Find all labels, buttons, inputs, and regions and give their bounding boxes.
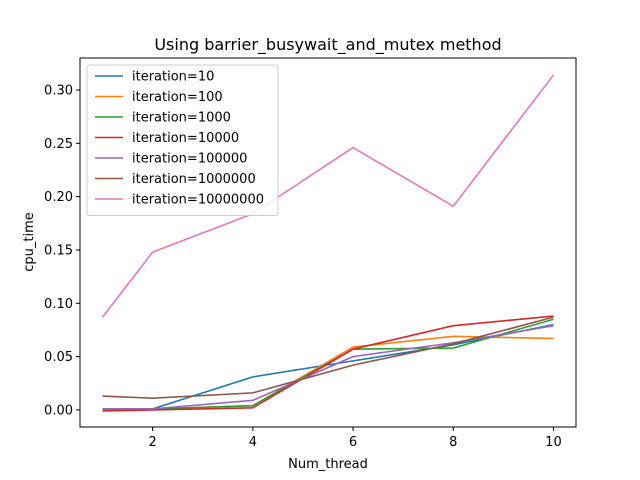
legend-entry: iteration=10 bbox=[132, 70, 214, 85]
series-line-2 bbox=[102, 335, 554, 411]
y-axis: 0.00 0.05 0.10 0.15 0.20 0.25 0.30 bbox=[44, 83, 80, 418]
legend-entry: iteration=1000000 bbox=[132, 172, 256, 187]
legend: iteration=10 iteration=100 iteration=1000 i… bbox=[86, 64, 279, 216]
x-axis: 2 4 6 8 10 bbox=[149, 427, 562, 450]
plot-area bbox=[101, 74, 555, 412]
y-tick-label: 0.20 bbox=[44, 190, 73, 205]
legend-entry: iteration=10000000 bbox=[132, 193, 264, 208]
x-tick-label: 10 bbox=[545, 435, 562, 450]
plot-frame bbox=[79, 57, 577, 428]
legend-entry: iteration=100 bbox=[132, 90, 223, 105]
y-tick-label: 0.15 bbox=[44, 243, 73, 258]
y-axis-label: cpu_time bbox=[22, 212, 37, 272]
x-tick-label: 2 bbox=[149, 435, 157, 450]
x-tick-label: 6 bbox=[349, 435, 357, 450]
y-tick-label: 0.25 bbox=[44, 137, 73, 152]
legend-entry: iteration=10000 bbox=[132, 131, 239, 146]
x-tick-label: 4 bbox=[249, 435, 257, 450]
x-tick-label: 8 bbox=[449, 435, 457, 450]
legend-box bbox=[86, 64, 279, 216]
series-line-6 bbox=[102, 316, 554, 400]
y-tick-label: 0.10 bbox=[44, 297, 73, 312]
x-axis-label: Num_thread bbox=[288, 457, 368, 472]
series-line-7 bbox=[101, 74, 555, 318]
y-tick-label: 0.00 bbox=[44, 403, 73, 418]
chart-title: Using barrier_busywait_and_mutex method bbox=[154, 35, 501, 55]
legend-entry: iteration=1000 bbox=[132, 111, 231, 126]
y-tick-label: 0.05 bbox=[44, 350, 73, 365]
legend-entry: iteration=100000 bbox=[132, 152, 247, 167]
y-tick-label: 0.30 bbox=[44, 83, 73, 98]
